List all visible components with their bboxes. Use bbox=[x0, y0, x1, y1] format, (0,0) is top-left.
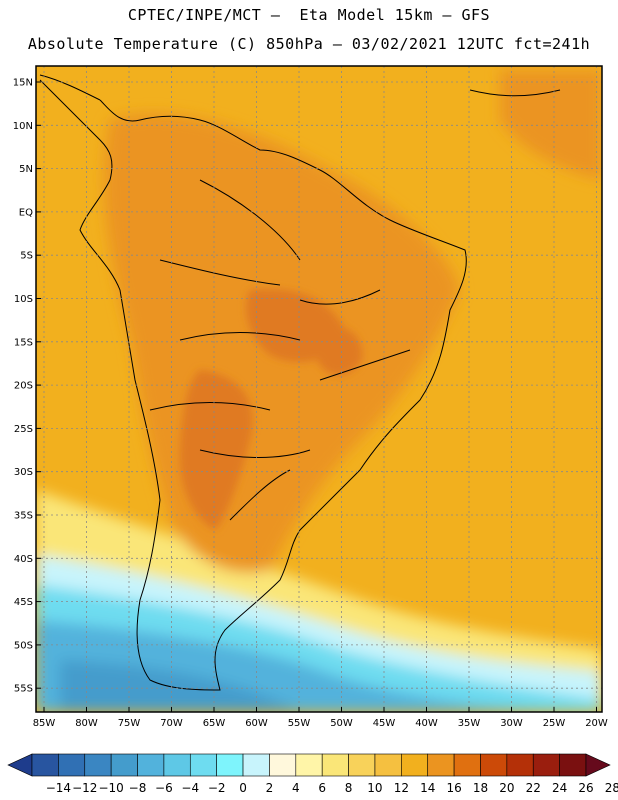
coastlines bbox=[39, 74, 561, 691]
colorbar bbox=[7, 753, 611, 777]
cold-zone-4 bbox=[60, 660, 300, 712]
lon-tick-label: 60W bbox=[245, 718, 268, 729]
lat-tick-label: 15S bbox=[14, 337, 33, 348]
colorbar-label: −4 bbox=[181, 781, 199, 795]
country-borders bbox=[149, 179, 411, 521]
colorbar-swatch bbox=[321, 753, 349, 777]
lon-tick-label: 25W bbox=[543, 718, 566, 729]
temperature-field bbox=[36, 66, 602, 712]
colorbar-labels: −14 −12 −10 −8 −6 −4 −2 0 2 4 6 8 10 12 14 16 18 20 22 24 26… bbox=[46, 781, 618, 795]
colorbar-label: −14 bbox=[46, 781, 71, 795]
colorbar-swatch bbox=[559, 753, 587, 777]
colorbar-swatch bbox=[269, 753, 297, 777]
colorbar-swatch bbox=[480, 753, 508, 777]
lat-tick-label: 25S bbox=[14, 424, 33, 435]
lat-tick-label: 45S bbox=[14, 597, 33, 608]
lon-tick-label: 30W bbox=[500, 718, 523, 729]
colorbar-swatch bbox=[532, 753, 560, 777]
lat-tick-label: 5S bbox=[20, 251, 33, 262]
lon-tick-label: 75W bbox=[118, 718, 141, 729]
colorbar-label: 24 bbox=[552, 781, 567, 795]
lat-tick-label: 40S bbox=[14, 554, 33, 565]
colorbar-min-arrow bbox=[7, 753, 33, 777]
colorbar-swatch bbox=[348, 753, 376, 777]
colorbar-swatch bbox=[110, 753, 138, 777]
lon-tick-label: 35W bbox=[458, 718, 481, 729]
colorbar-swatch bbox=[506, 753, 534, 777]
map-title-line2: Absolute Temperature (C) 850hPa – 03/02/… bbox=[27, 35, 591, 53]
colorbar-label: −8 bbox=[129, 781, 147, 795]
south-america-coast bbox=[39, 79, 467, 691]
colorbar-label: 14 bbox=[420, 781, 435, 795]
colorbar-label: −6 bbox=[155, 781, 173, 795]
colorbar-swatch bbox=[58, 753, 86, 777]
colorbar-swatch bbox=[163, 753, 191, 777]
colorbar-swatch bbox=[242, 753, 270, 777]
colorbar-label: 26 bbox=[578, 781, 593, 795]
lon-tick-label: 85W bbox=[33, 718, 56, 729]
lat-tick-label: 5N bbox=[19, 164, 33, 175]
caribbean-coast bbox=[39, 74, 561, 101]
lat-tick-label: 15N bbox=[13, 78, 33, 89]
lat-tick-label: 30S bbox=[14, 467, 33, 478]
colorbar-label: 20 bbox=[499, 781, 514, 795]
lat-tick-label: EQ bbox=[19, 207, 33, 218]
hot-core-east bbox=[318, 326, 363, 376]
colorbar-label: 6 bbox=[318, 781, 326, 795]
colorbar-label: 28 bbox=[605, 781, 618, 795]
colorbar-label: −2 bbox=[208, 781, 226, 795]
colorbar-label: 12 bbox=[394, 781, 409, 795]
colorbar-swatch bbox=[31, 753, 59, 777]
lat-tick-label: 35S bbox=[14, 511, 33, 522]
colorbar-label: −10 bbox=[98, 781, 123, 795]
colorbar-label: 4 bbox=[292, 781, 300, 795]
lat-tick-label: 20S bbox=[14, 381, 33, 392]
lon-tick-label: 40W bbox=[415, 718, 438, 729]
map-frame bbox=[35, 65, 603, 713]
lat-tick-label: 50S bbox=[14, 640, 33, 651]
longitude-ticks: 85W 80W 75W 70W 65W 60W 55W 50W 45W 40W 35W 30W 25W 2… bbox=[33, 707, 608, 729]
colorbar-max-arrow bbox=[585, 753, 611, 777]
lat-tick-label: 55S bbox=[14, 684, 33, 695]
latitude-ticks: 15N 10N 5N EQ 5S 10S 15S 20S 25S 30S 35S 40S 45S 50S 5… bbox=[13, 78, 41, 695]
colorbar-label: −12 bbox=[72, 781, 97, 795]
colorbar-label: 2 bbox=[266, 781, 274, 795]
colorbar-label: 0 bbox=[239, 781, 247, 795]
colorbar-label: 16 bbox=[446, 781, 461, 795]
colorbar-label: 22 bbox=[526, 781, 541, 795]
colorbar-swatch bbox=[137, 753, 165, 777]
colorbar-swatch bbox=[374, 753, 402, 777]
lon-tick-label: 55W bbox=[288, 718, 311, 729]
colorbar-swatch bbox=[401, 753, 429, 777]
lon-tick-label: 20W bbox=[585, 718, 608, 729]
colorbar-label: 8 bbox=[345, 781, 353, 795]
colorbar-swatch bbox=[295, 753, 323, 777]
map-title-line1: CPTEC/INPE/MCT – Eta Model 15km – GFS bbox=[127, 6, 491, 24]
lat-tick-label: 10N bbox=[13, 121, 33, 132]
lon-tick-label: 70W bbox=[160, 718, 183, 729]
colorbar-swatch bbox=[453, 753, 481, 777]
colorbar-swatch bbox=[216, 753, 244, 777]
colorbar-swatch bbox=[427, 753, 455, 777]
colorbar-label: 18 bbox=[473, 781, 488, 795]
lon-tick-label: 45W bbox=[373, 718, 396, 729]
lon-tick-label: 50W bbox=[330, 718, 353, 729]
colorbar-swatch bbox=[189, 753, 217, 777]
colorbar-swatch bbox=[84, 753, 112, 777]
colorbar-label: 10 bbox=[367, 781, 382, 795]
lat-lon-grid bbox=[36, 66, 602, 712]
hot-core-south bbox=[179, 370, 253, 530]
lon-tick-label: 65W bbox=[203, 718, 226, 729]
lon-tick-label: 80W bbox=[75, 718, 98, 729]
lat-tick-label: 10S bbox=[14, 294, 33, 305]
